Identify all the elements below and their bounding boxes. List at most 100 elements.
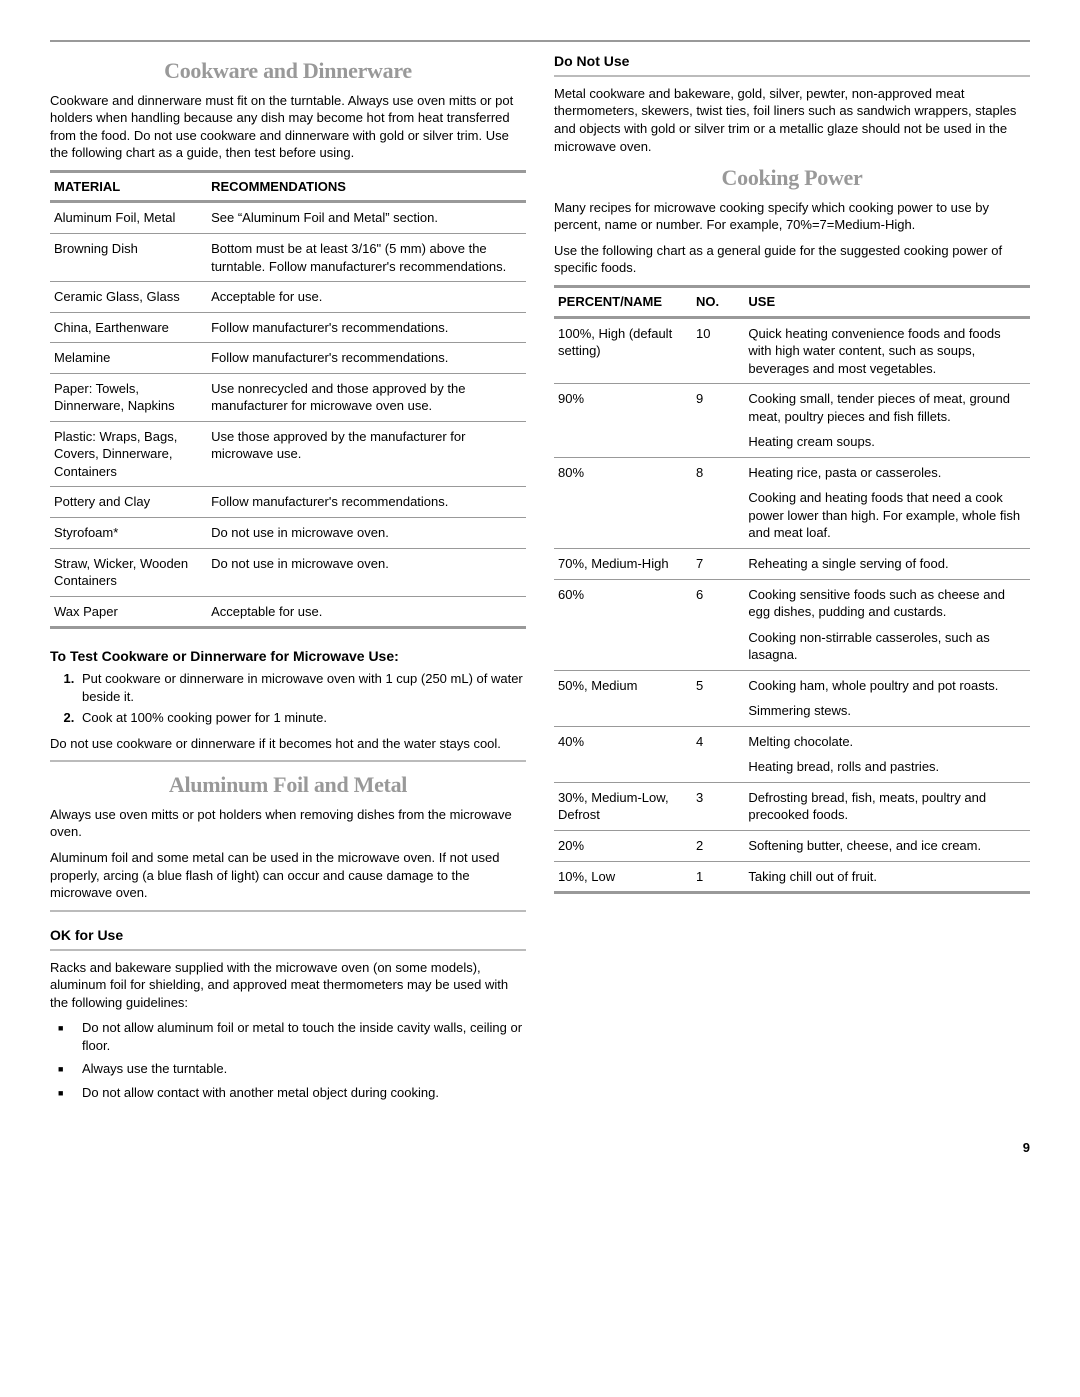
left-column: Cookware and Dinnerware Cookware and din… xyxy=(50,52,526,1109)
recommendation-cell: Do not use in microwave oven. xyxy=(207,517,526,548)
power-p2: Use the following chart as a general gui… xyxy=(554,242,1030,277)
foil-p1: Always use oven mitts or pot holders whe… xyxy=(50,806,526,841)
list-item: Do not allow contact with another metal … xyxy=(78,1084,526,1102)
table-row: 50%, Medium5Cooking ham, whole poultry a… xyxy=(554,670,1030,726)
cooking-power-heading: Cooking Power xyxy=(554,163,1030,193)
use-cell: Cooking ham, whole poultry and pot roast… xyxy=(744,670,1030,726)
ok-intro: Racks and bakeware supplied with the mic… xyxy=(50,959,526,1012)
cookware-th-material: MATERIAL xyxy=(50,171,207,202)
cookware-table: MATERIAL RECOMMENDATIONS Aluminum Foil, … xyxy=(50,170,526,629)
foil-p2: Aluminum foil and some metal can be used… xyxy=(50,849,526,902)
cookware-intro: Cookware and dinnerware must fit on the … xyxy=(50,92,526,162)
material-cell: China, Earthenware xyxy=(50,312,207,343)
use-cell: Softening butter, cheese, and ice cream. xyxy=(744,830,1030,861)
table-row: 40%4Melting chocolate. Heating bread, rol… xyxy=(554,726,1030,782)
no-cell: 8 xyxy=(692,457,744,548)
use-cell: Heating rice, pasta or casseroles. Cookin… xyxy=(744,457,1030,548)
cookware-th-recommendations: RECOMMENDATIONS xyxy=(207,171,526,202)
material-cell: Browning Dish xyxy=(50,233,207,281)
section-rule xyxy=(50,949,526,951)
table-row: Pottery and ClayFollow manufacturer's re… xyxy=(50,487,526,518)
table-row: Aluminum Foil, MetalSee “Aluminum Foil a… xyxy=(50,202,526,234)
page-number: 9 xyxy=(50,1139,1030,1157)
recommendation-cell: Use those approved by the manufacturer f… xyxy=(207,421,526,487)
use-cell: Quick heating convenience foods and food… xyxy=(744,317,1030,384)
section-rule xyxy=(50,760,526,762)
table-row: 100%, High (default setting)10Quick heat… xyxy=(554,317,1030,384)
use-text: Quick heating convenience foods and food… xyxy=(748,325,1024,378)
recommendation-cell: Follow manufacturer's recommendations. xyxy=(207,487,526,518)
section-rule xyxy=(50,910,526,912)
use-text: Cooking sensitive foods such as cheese a… xyxy=(748,586,1024,621)
list-item: Always use the turntable. xyxy=(78,1060,526,1078)
recommendation-cell: Do not use in microwave oven. xyxy=(207,548,526,596)
right-column: Do Not Use Metal cookware and bakeware, … xyxy=(554,52,1030,1109)
table-row: Ceramic Glass, GlassAcceptable for use. xyxy=(50,282,526,313)
cookware-heading: Cookware and Dinnerware xyxy=(50,56,526,86)
material-cell: Paper: Towels, Dinnerware, Napkins xyxy=(50,373,207,421)
no-cell: 9 xyxy=(692,384,744,458)
test-heading: To Test Cookware or Dinnerware for Micro… xyxy=(50,647,526,666)
use-cell: Cooking small, tender pieces of meat, gr… xyxy=(744,384,1030,458)
recommendation-cell: Follow manufacturer's recommendations. xyxy=(207,343,526,374)
use-text: Reheating a single serving of food. xyxy=(748,555,1024,573)
list-item: Cook at 100% cooking power for 1 minute. xyxy=(78,709,526,727)
list-item: Do not allow aluminum foil or metal to t… xyxy=(78,1019,526,1054)
recommendation-cell: Use nonrecycled and those approved by th… xyxy=(207,373,526,421)
table-row: Styrofoam*Do not use in microwave oven. xyxy=(50,517,526,548)
table-row: Plastic: Wraps, Bags, Covers, Dinnerware… xyxy=(50,421,526,487)
material-cell: Ceramic Glass, Glass xyxy=(50,282,207,313)
material-cell: Aluminum Foil, Metal xyxy=(50,202,207,234)
use-text: Cooking and heating foods that need a co… xyxy=(748,489,1024,542)
use-text: Softening butter, cheese, and ice cream. xyxy=(748,837,1024,855)
table-row: 20%2Softening butter, cheese, and ice cr… xyxy=(554,830,1030,861)
percent-cell: 60% xyxy=(554,579,692,670)
do-not-use-body: Metal cookware and bakeware, gold, silve… xyxy=(554,85,1030,155)
use-text: Cooking small, tender pieces of meat, gr… xyxy=(748,390,1024,425)
use-text: Heating bread, rolls and pastries. xyxy=(748,758,1024,776)
power-th-use: USE xyxy=(744,286,1030,317)
table-row: 30%, Medium-Low, Defrost3Defrosting brea… xyxy=(554,782,1030,830)
no-cell: 2 xyxy=(692,830,744,861)
power-th-no: NO. xyxy=(692,286,744,317)
percent-cell: 20% xyxy=(554,830,692,861)
percent-cell: 80% xyxy=(554,457,692,548)
table-row: Paper: Towels, Dinnerware, NapkinsUse no… xyxy=(50,373,526,421)
no-cell: 4 xyxy=(692,726,744,782)
material-cell: Melamine xyxy=(50,343,207,374)
percent-cell: 30%, Medium-Low, Defrost xyxy=(554,782,692,830)
recommendation-cell: Acceptable for use. xyxy=(207,596,526,628)
percent-cell: 90% xyxy=(554,384,692,458)
table-row: MelamineFollow manufacturer's recommenda… xyxy=(50,343,526,374)
power-p1: Many recipes for microwave cooking speci… xyxy=(554,199,1030,234)
use-cell: Defrosting bread, fish, meats, poultry a… xyxy=(744,782,1030,830)
percent-cell: 50%, Medium xyxy=(554,670,692,726)
use-text: Heating cream soups. xyxy=(748,433,1024,451)
power-table: PERCENT/NAME NO. USE 100%, High (default… xyxy=(554,285,1030,894)
use-text: Cooking non-stirrable casseroles, such a… xyxy=(748,629,1024,664)
material-cell: Pottery and Clay xyxy=(50,487,207,518)
ok-bullets-list: Do not allow aluminum foil or metal to t… xyxy=(50,1019,526,1101)
recommendation-cell: Bottom must be at least 3/16" (5 mm) abo… xyxy=(207,233,526,281)
table-row: 80%8Heating rice, pasta or casseroles. Co… xyxy=(554,457,1030,548)
use-cell: Melting chocolate. Heating bread, rolls a… xyxy=(744,726,1030,782)
recommendation-cell: Follow manufacturer's recommendations. xyxy=(207,312,526,343)
no-cell: 7 xyxy=(692,548,744,579)
ok-for-use-heading: OK for Use xyxy=(50,926,526,945)
no-cell: 5 xyxy=(692,670,744,726)
do-not-use-heading: Do Not Use xyxy=(554,52,1030,71)
use-text: Taking chill out of fruit. xyxy=(748,868,1024,886)
use-text: Heating rice, pasta or casseroles. xyxy=(748,464,1024,482)
table-row: 60%6Cooking sensitive foods such as chee… xyxy=(554,579,1030,670)
test-note: Do not use cookware or dinnerware if it … xyxy=(50,735,526,753)
percent-cell: 40% xyxy=(554,726,692,782)
table-row: 90%9Cooking small, tender pieces of meat… xyxy=(554,384,1030,458)
foil-heading: Aluminum Foil and Metal xyxy=(50,770,526,800)
use-text: Melting chocolate. xyxy=(748,733,1024,751)
use-text: Defrosting bread, fish, meats, poultry a… xyxy=(748,789,1024,824)
recommendation-cell: Acceptable for use. xyxy=(207,282,526,313)
table-row: Straw, Wicker, Wooden ContainersDo not u… xyxy=(50,548,526,596)
table-row: 70%, Medium-High7Reheating a single serv… xyxy=(554,548,1030,579)
use-text: Cooking ham, whole poultry and pot roast… xyxy=(748,677,1024,695)
power-th-percent: PERCENT/NAME xyxy=(554,286,692,317)
